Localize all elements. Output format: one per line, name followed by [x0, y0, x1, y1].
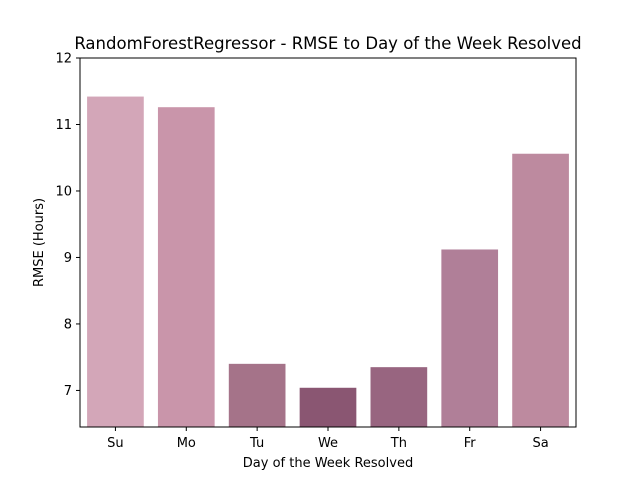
x-tick-label: Fr	[464, 436, 477, 451]
y-axis-label: RMSE (Hours)	[32, 198, 47, 287]
y-axis: 7 8 9 10 11 12	[55, 52, 80, 399]
x-tick-label: Su	[107, 436, 124, 451]
plot-area	[87, 96, 569, 427]
bar-sa	[512, 153, 569, 427]
y-tick-label: 10	[55, 184, 72, 199]
y-tick-label: 7	[64, 384, 72, 399]
y-tick-label: 12	[55, 52, 72, 67]
bar-su	[87, 96, 144, 427]
x-axis-label: Day of the Week Resolved	[243, 456, 413, 471]
bar-mo	[157, 107, 215, 427]
x-tick-label: Th	[390, 436, 407, 451]
bar-tu	[228, 363, 286, 427]
x-tick-label: Sa	[532, 436, 548, 451]
plot-frame	[79, 57, 577, 428]
y-tick-label: 8	[64, 317, 72, 332]
bar-we	[299, 387, 357, 427]
bar-th	[370, 367, 428, 427]
bar-fr	[441, 249, 499, 427]
x-tick-label: Mo	[177, 436, 196, 451]
y-tick-label: 11	[55, 118, 72, 133]
chart-title: RandomForestRegressor - RMSE to Day of t…	[74, 34, 581, 53]
x-axis: Su Mo Tu We Th Fr Sa	[107, 427, 549, 451]
x-tick-label: Tu	[249, 436, 264, 451]
y-tick-label: 9	[64, 251, 72, 266]
x-tick-label: We	[318, 436, 338, 451]
